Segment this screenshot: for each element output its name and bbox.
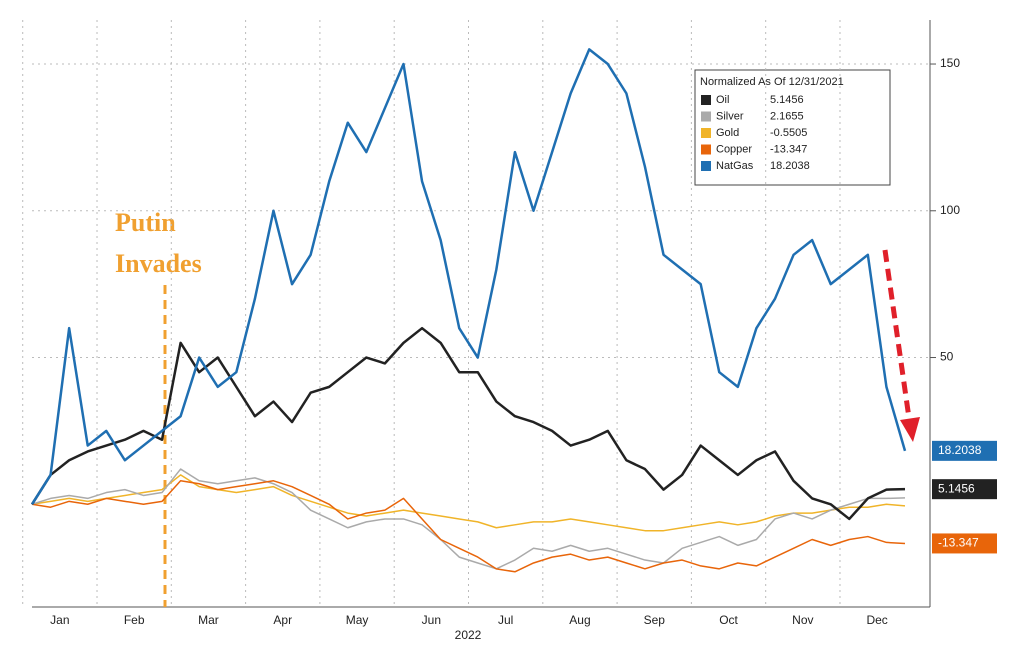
x-tick-label: Nov [792,613,813,627]
arrow-head [900,417,920,442]
legend-value: 2.1655 [770,110,804,122]
legend-swatch [701,144,711,155]
value-tag-label: -13.347 [938,536,979,550]
arrow [882,249,913,426]
y-tick-label: 100 [940,203,960,217]
legend-swatch [701,111,711,122]
x-tick-label: Jan [50,613,69,627]
value-tag-label: 5.1456 [938,481,975,495]
legend [694,69,891,186]
annotation: Invades [115,249,202,278]
x-tick-label: Mar [198,613,219,627]
line [31,468,906,570]
legend-swatch [701,161,711,171]
line [31,474,906,532]
legend-label: Copper [716,143,752,155]
legend-label: Silver [716,110,744,122]
legend-label: Oil [716,94,729,106]
value-tag [932,533,997,554]
line [30,48,907,505]
legend-title: Normalized As Of 12/31/2021 [700,76,844,88]
line [30,326,906,521]
legend-swatch [701,128,711,138]
legend-label: NatGas [716,160,754,172]
legend-swatch [701,95,711,105]
x-axis-label: 2022 [455,628,482,642]
x-tick-label: Jun [422,613,441,627]
y-tick-label: 50 [940,350,954,364]
legend-label: Gold [716,127,739,139]
x-tick-label: Jul [498,613,513,627]
legend-value: -0.5505 [770,127,807,139]
y-tick-label: 150 [940,56,960,70]
x-tick-label: Feb [124,613,145,627]
line [31,480,906,573]
x-tick-label: May [346,613,369,627]
x-tick-label: Apr [273,613,292,627]
value-tag [932,479,997,500]
annotation: Putin [115,208,176,237]
legend-value: 18.2038 [770,160,810,172]
legend-value: 5.1456 [770,94,804,106]
x-tick-label: Sep [644,613,666,627]
x-tick-label: Aug [569,613,590,627]
value-tag [932,440,997,461]
legend-value: -13.347 [770,143,807,155]
value-tag-label: 18.2038 [938,443,982,457]
x-tick-label: Oct [719,613,738,627]
x-tick-label: Dec [866,613,887,627]
